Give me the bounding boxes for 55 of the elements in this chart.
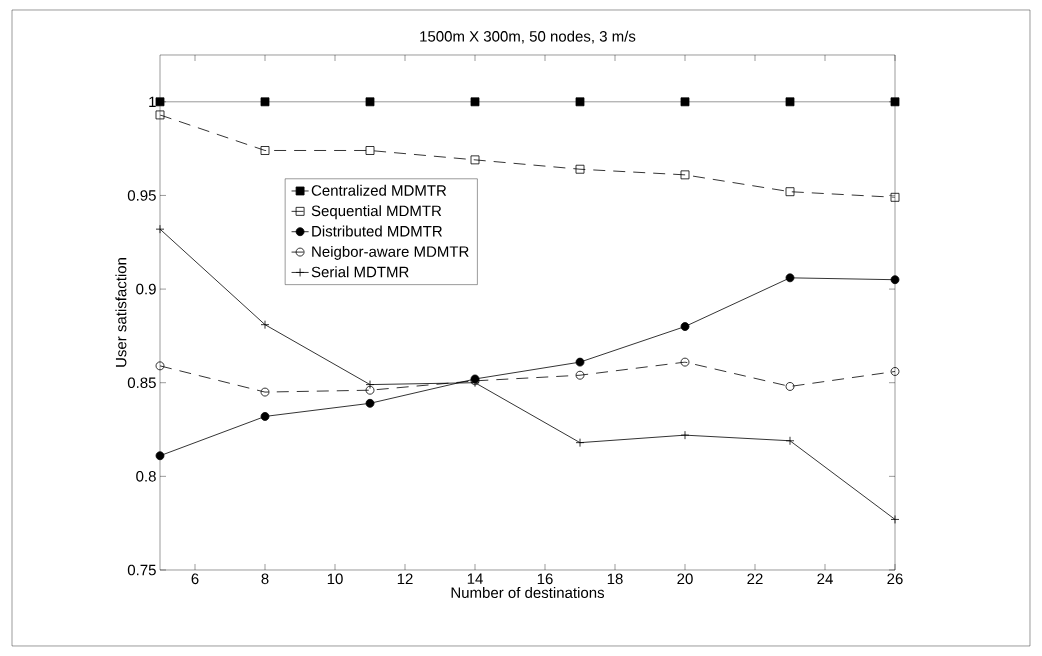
x-tick-label: 6	[191, 573, 199, 585]
y-tick-label: 1	[149, 96, 156, 107]
y-tick-label: 0.95	[127, 190, 156, 201]
point	[575, 164, 585, 174]
point	[575, 97, 585, 107]
legend-label: Sequential MDMTR	[311, 205, 442, 220]
point	[680, 97, 690, 107]
legend-label: Centralized MDMTR	[311, 184, 447, 196]
x-tick-label: 24	[817, 573, 833, 584]
point	[680, 322, 690, 331]
point	[260, 97, 270, 107]
y-axis-title: User satisfaction	[115, 258, 127, 367]
x-tick-label: 26	[887, 573, 903, 585]
point	[260, 412, 270, 421]
x-tick-label: 8	[261, 573, 269, 585]
point	[260, 387, 270, 397]
x-tick-label: 12	[397, 573, 413, 584]
point	[680, 357, 690, 367]
y-tick-label: 0.9	[136, 283, 156, 295]
point	[155, 97, 165, 107]
point	[575, 357, 585, 367]
point	[365, 97, 375, 107]
x-tick-label: 20	[677, 573, 693, 585]
x-tick-label: 10	[327, 573, 343, 585]
x-tick-label: 18	[607, 573, 623, 585]
legend-label: Neigbor-aware MDMTR	[312, 245, 469, 260]
point	[785, 273, 795, 283]
x-tick-label: 14	[467, 573, 483, 584]
point	[260, 146, 270, 155]
point	[785, 382, 795, 391]
legend-label: Serial MDTMR	[311, 266, 409, 278]
y-tick-label: 0.8	[136, 471, 156, 482]
x-tick-label: 22	[747, 573, 763, 584]
point	[890, 97, 900, 107]
point	[890, 367, 900, 376]
point	[470, 155, 480, 165]
y-tick-label: 0.75	[127, 564, 156, 576]
point	[365, 398, 375, 408]
point	[785, 97, 795, 107]
point	[155, 361, 165, 371]
y-tick-label: 0.85	[127, 377, 156, 389]
point	[470, 97, 480, 107]
point	[680, 170, 690, 180]
x-axis-title: Number of destinations	[451, 587, 605, 599]
point	[890, 275, 900, 285]
point	[365, 146, 375, 155]
legend-label: Distributed MDMTR	[312, 225, 442, 237]
x-tick-label: 16	[537, 573, 553, 585]
point	[575, 370, 585, 380]
point	[155, 110, 165, 120]
point	[785, 187, 795, 197]
point	[890, 192, 900, 202]
chart-title: 1500m X 300m, 50 nodes, 3 m/s	[420, 30, 636, 44]
point	[155, 451, 165, 461]
point	[365, 385, 375, 395]
